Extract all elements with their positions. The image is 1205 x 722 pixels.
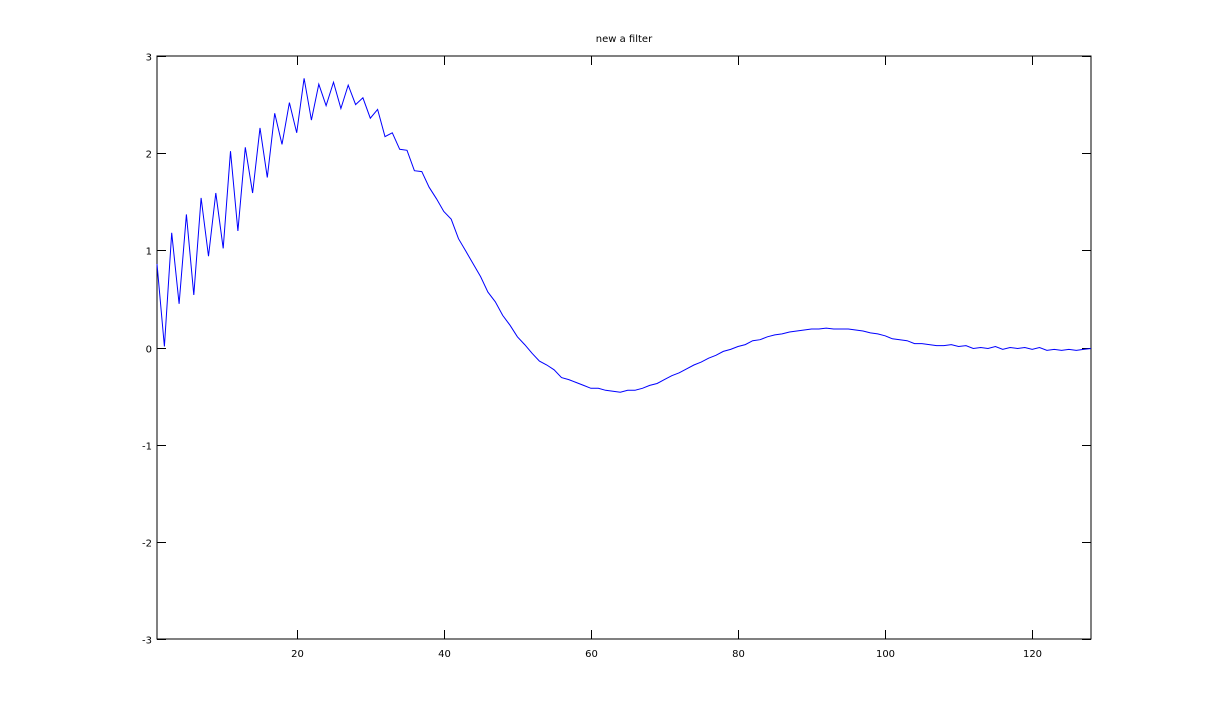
x-tick-label: 60 [585,649,598,660]
x-tick-label: 100 [876,649,895,660]
x-tick-label: 40 [438,649,451,660]
x-tick-label: 120 [1023,649,1042,660]
y-tick-label: -1 [142,442,152,453]
y-tick-label: 2 [146,150,152,161]
y-tick-label: -2 [142,539,152,550]
chart-title: new a filter [596,34,653,45]
data-series-line [156,78,1092,393]
y-tick-label: -3 [142,636,152,647]
axes-box [156,55,1092,640]
x-tick-label: 20 [291,649,304,660]
x-tick-label: 80 [732,649,745,660]
plot-area: 20 40 60 80 100 120 -3 -2 -1 0 1 2 3 [142,53,1092,660]
y-tick-label: 3 [146,53,152,64]
y-tick-label: 1 [146,247,152,258]
y-tick-label: 0 [146,345,152,356]
